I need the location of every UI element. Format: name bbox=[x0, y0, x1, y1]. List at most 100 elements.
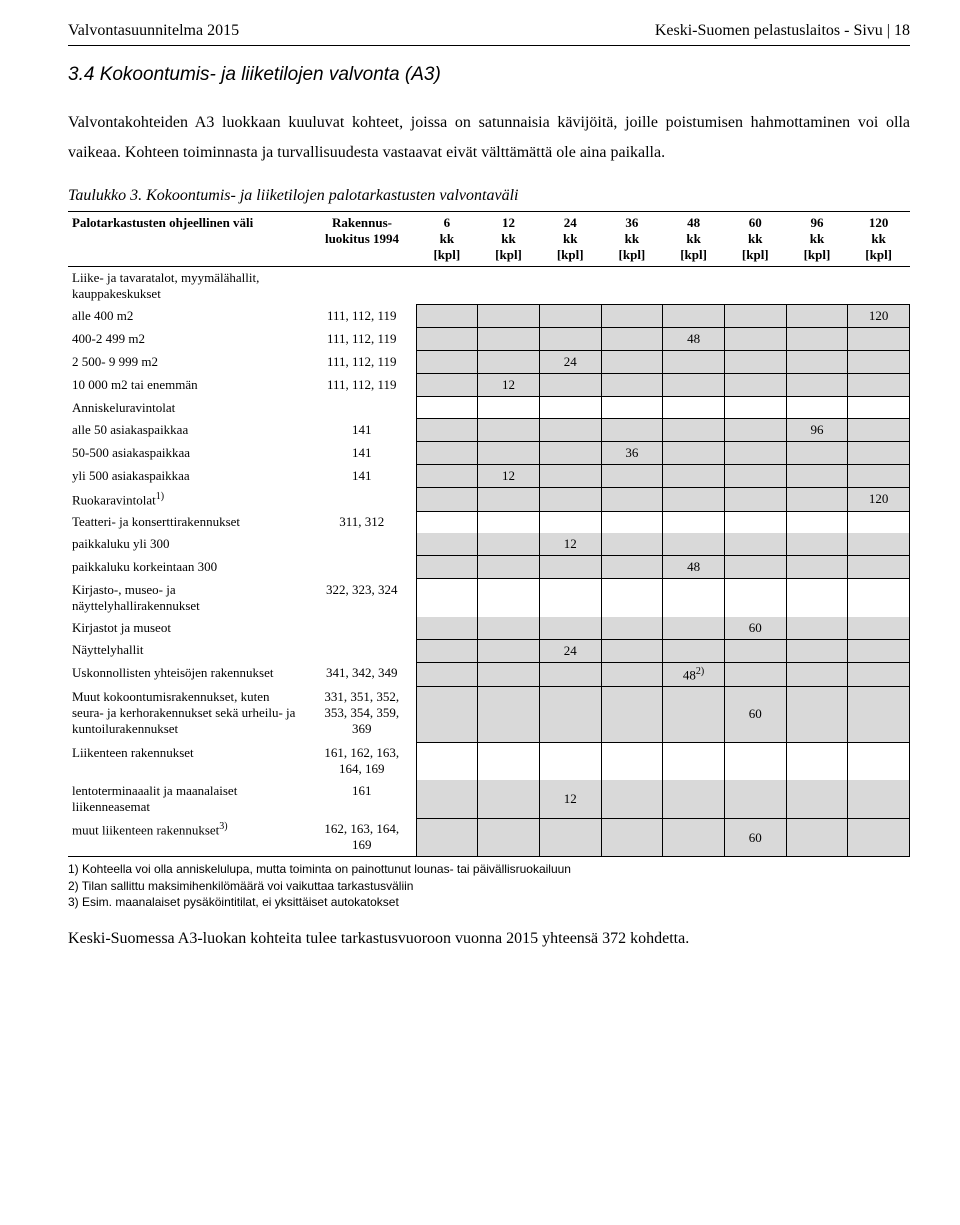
cell bbox=[724, 780, 786, 818]
cell bbox=[786, 579, 848, 617]
cell bbox=[786, 511, 848, 533]
col-120: 120 kk [kpl] bbox=[848, 211, 910, 266]
cell bbox=[724, 511, 786, 533]
cell bbox=[724, 328, 786, 351]
cell bbox=[724, 488, 786, 511]
cell bbox=[478, 639, 540, 662]
cell bbox=[539, 617, 601, 640]
cell bbox=[786, 780, 848, 818]
cell bbox=[786, 818, 848, 857]
cell bbox=[478, 305, 540, 328]
cell bbox=[848, 397, 910, 419]
cell: 48 bbox=[663, 328, 725, 351]
table-row: paikkaluku korkeintaan 30048 bbox=[68, 556, 910, 579]
cell bbox=[724, 556, 786, 579]
cell bbox=[786, 305, 848, 328]
row-rak bbox=[308, 266, 416, 305]
cell bbox=[663, 488, 725, 511]
row-label: Anniskeluravintolat bbox=[68, 397, 308, 419]
cell bbox=[478, 419, 540, 442]
cell bbox=[539, 579, 601, 617]
cell bbox=[478, 397, 540, 419]
cell bbox=[786, 374, 848, 397]
cell: 96 bbox=[786, 419, 848, 442]
cell bbox=[416, 488, 478, 511]
cell bbox=[786, 556, 848, 579]
cell: 60 bbox=[724, 818, 786, 857]
cell bbox=[539, 442, 601, 465]
cell bbox=[601, 579, 663, 617]
cell bbox=[786, 465, 848, 488]
cell bbox=[848, 639, 910, 662]
table-row: Muut kokoontumisrakennukset, kuten seura… bbox=[68, 686, 910, 742]
row-rak: 331, 351, 352, 353, 354, 359, 369 bbox=[308, 686, 416, 742]
cell bbox=[663, 397, 725, 419]
col-label: Palotarkastusten ohjeellinen väli bbox=[68, 211, 308, 266]
footnote-1: 1) Kohteella voi olla anniskelulupa, mut… bbox=[68, 861, 910, 877]
cell bbox=[539, 328, 601, 351]
col-rak: Rakennus- luokitus 1994 bbox=[308, 211, 416, 266]
table-header-row: Palotarkastusten ohjeellinen väli Rakenn… bbox=[68, 211, 910, 266]
cell bbox=[539, 397, 601, 419]
cell bbox=[416, 442, 478, 465]
cell bbox=[416, 639, 478, 662]
row-rak: 311, 312 bbox=[308, 511, 416, 533]
cell bbox=[539, 511, 601, 533]
page-header: Valvontasuunnitelma 2015 Keski-Suomen pe… bbox=[68, 22, 910, 46]
cell bbox=[539, 742, 601, 780]
cell bbox=[601, 374, 663, 397]
cell bbox=[601, 662, 663, 686]
cell bbox=[724, 419, 786, 442]
row-label: Kirjastot ja museot bbox=[68, 617, 308, 640]
cell: 24 bbox=[539, 351, 601, 374]
cell bbox=[416, 533, 478, 556]
table-row: alle 400 m2111, 112, 119120 bbox=[68, 305, 910, 328]
cell bbox=[786, 662, 848, 686]
cell bbox=[724, 374, 786, 397]
cell bbox=[724, 662, 786, 686]
row-label: Ruokaravintolat1) bbox=[68, 488, 308, 511]
cell bbox=[478, 617, 540, 640]
cell bbox=[848, 556, 910, 579]
cell-empty bbox=[724, 266, 786, 305]
cell bbox=[724, 305, 786, 328]
row-rak: 111, 112, 119 bbox=[308, 328, 416, 351]
cell bbox=[663, 374, 725, 397]
row-label: lentoterminaaalit ja maanalaiset liikenn… bbox=[68, 780, 308, 818]
cell-empty bbox=[663, 266, 725, 305]
cell bbox=[848, 617, 910, 640]
inspection-table: Palotarkastusten ohjeellinen väli Rakenn… bbox=[68, 211, 910, 858]
row-label: Näyttelyhallit bbox=[68, 639, 308, 662]
row-label: paikkaluku yli 300 bbox=[68, 533, 308, 556]
cell bbox=[601, 488, 663, 511]
cell bbox=[539, 686, 601, 742]
footnote-3: 3) Esim. maanalaiset pysäköintitilat, ei… bbox=[68, 894, 910, 910]
cell bbox=[478, 488, 540, 511]
row-label: yli 500 asiakaspaikkaa bbox=[68, 465, 308, 488]
row-label: 2 500- 9 999 m2 bbox=[68, 351, 308, 374]
row-rak: 141 bbox=[308, 419, 416, 442]
cell bbox=[478, 556, 540, 579]
cell bbox=[663, 305, 725, 328]
cell bbox=[601, 328, 663, 351]
cell bbox=[848, 818, 910, 857]
row-label: paikkaluku korkeintaan 300 bbox=[68, 556, 308, 579]
cell bbox=[416, 419, 478, 442]
cell bbox=[601, 533, 663, 556]
col-48: 48 kk [kpl] bbox=[663, 211, 725, 266]
cell bbox=[663, 351, 725, 374]
cell bbox=[848, 511, 910, 533]
cell bbox=[539, 488, 601, 511]
cell: 24 bbox=[539, 639, 601, 662]
cell bbox=[478, 818, 540, 857]
cell bbox=[786, 533, 848, 556]
cell-empty bbox=[416, 266, 478, 305]
cell-empty bbox=[478, 266, 540, 305]
cell bbox=[416, 374, 478, 397]
cell bbox=[663, 639, 725, 662]
table-row: Liikenteen rakennukset161, 162, 163, 164… bbox=[68, 742, 910, 780]
cell bbox=[539, 818, 601, 857]
row-label: Uskonnollisten yhteisöjen rakennukset bbox=[68, 662, 308, 686]
cell bbox=[601, 818, 663, 857]
cell bbox=[663, 686, 725, 742]
